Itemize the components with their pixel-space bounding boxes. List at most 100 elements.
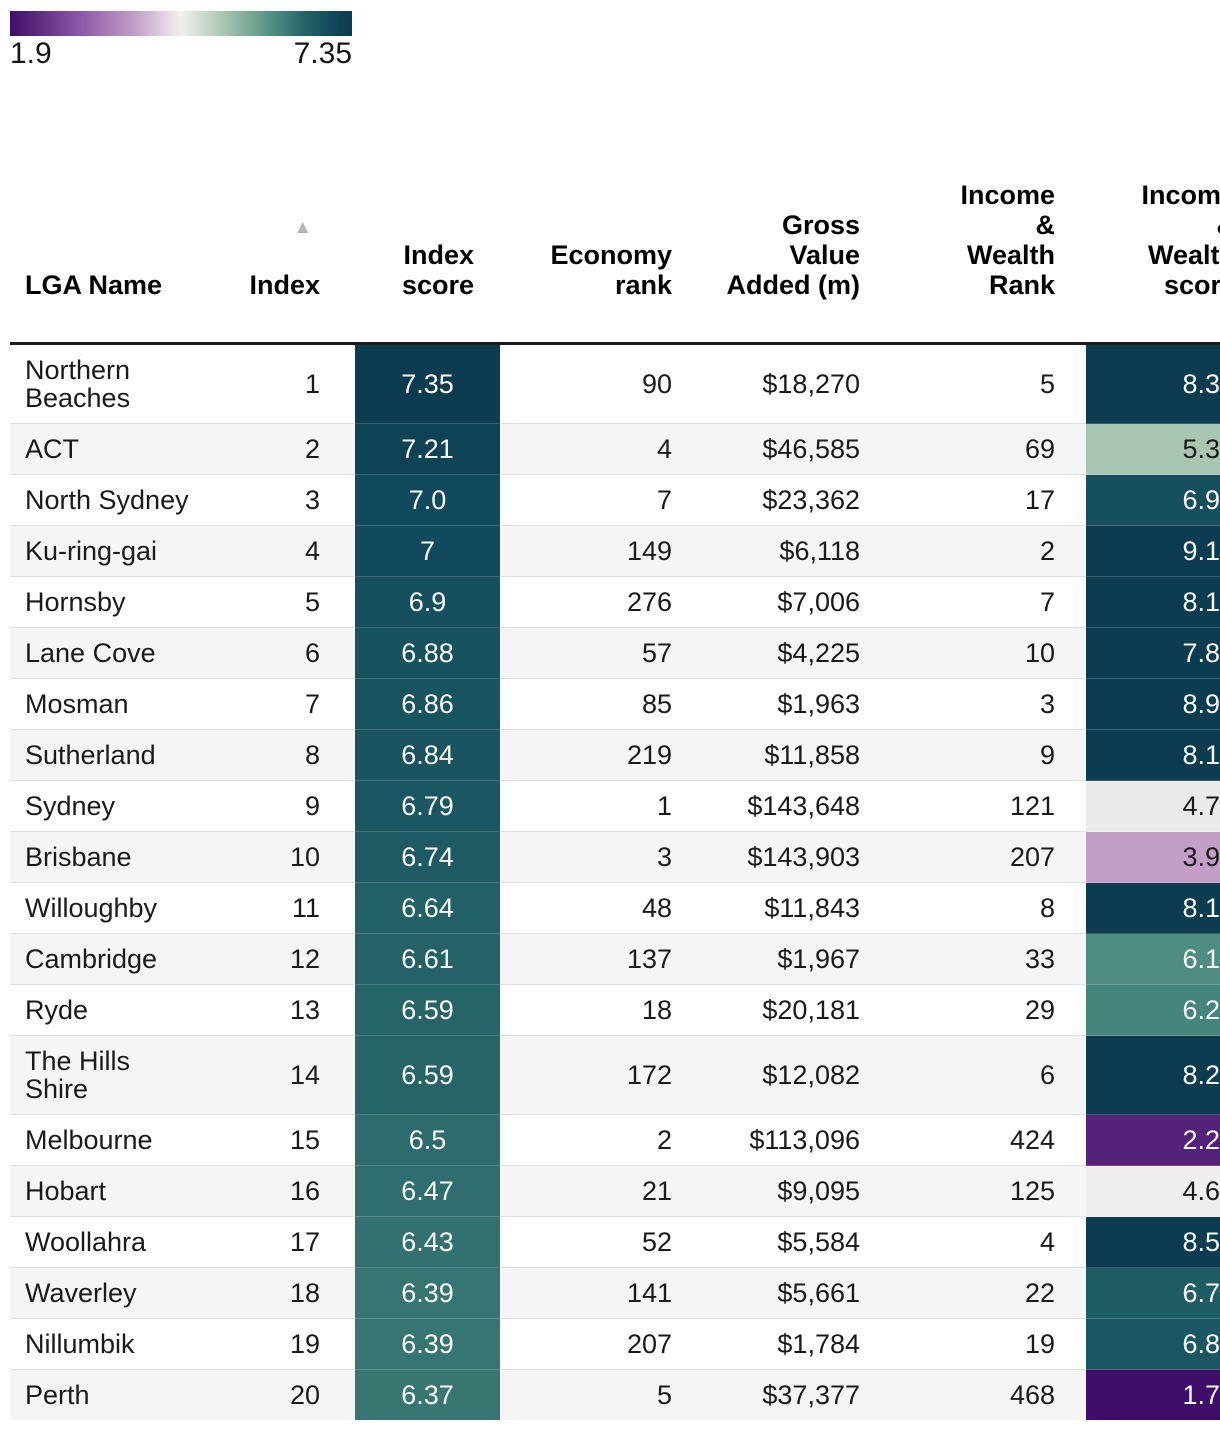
- income-wealth-score-cell: 6.2: [1086, 984, 1220, 1036]
- index-cell: 11: [230, 882, 355, 934]
- column-header-income-wealth-score[interactable]: Income & Wealth score: [1086, 144, 1220, 345]
- income-wealth-score-cell: 6.8: [1086, 1318, 1220, 1370]
- index-cell: 19: [230, 1318, 355, 1370]
- gva-cell: $46,585: [690, 423, 880, 475]
- index-score-cell: 6.37: [355, 1369, 500, 1420]
- gva-cell: $143,903: [690, 831, 880, 883]
- gva-cell: $37,377: [690, 1369, 880, 1420]
- index-cell: 20: [230, 1369, 355, 1420]
- lga-name-cell: Mosman: [10, 678, 230, 730]
- table-row: Ku-ring-gai 4 7 149 $6,118 2 9.1: [10, 525, 1220, 577]
- economy-rank-cell: 7: [500, 474, 690, 526]
- table-row: Hobart 16 6.47 21 $9,095 125 4.6: [10, 1165, 1220, 1217]
- gva-cell: $6,118: [690, 525, 880, 577]
- income-wealth-rank-cell: 17: [880, 474, 1086, 526]
- income-wealth-score-cell: 8.2: [1086, 1035, 1220, 1115]
- table-row: Brisbane 10 6.74 3 $143,903 207 3.9: [10, 831, 1220, 883]
- income-wealth-score-cell: 8.3: [1086, 343, 1220, 424]
- lga-name-cell: Lane Cove: [10, 627, 230, 679]
- table-row: Melbourne 15 6.5 2 $113,096 424 2.2: [10, 1114, 1220, 1166]
- index-score-cell: 6.84: [355, 729, 500, 781]
- economy-rank-cell: 18: [500, 984, 690, 1036]
- income-wealth-score-cell: 8.9: [1086, 678, 1220, 730]
- economy-rank-cell: 52: [500, 1216, 690, 1268]
- table-row: Sutherland 8 6.84 219 $11,858 9 8.1: [10, 729, 1220, 781]
- income-wealth-rank-cell: 10: [880, 627, 1086, 679]
- economy-rank-cell: 48: [500, 882, 690, 934]
- economy-rank-cell: 90: [641, 369, 672, 399]
- index-cell: 2: [230, 423, 355, 475]
- lga-name-cell: Sydney: [10, 780, 230, 832]
- table-row: The Hills Shire 14 6.59 172 $12,082 6 8.…: [10, 1035, 1220, 1115]
- income-wealth-rank-cell: 69: [880, 423, 1086, 475]
- income-wealth-rank-cell: 33: [880, 933, 1086, 985]
- index-cell: 15: [230, 1114, 355, 1166]
- lga-name-cell: Woollahra: [10, 1216, 230, 1268]
- income-wealth-rank-cell: 207: [880, 831, 1086, 883]
- column-header-gross-value-added[interactable]: Gross Value Added (m): [690, 144, 880, 345]
- income-wealth-rank-cell: 4: [880, 1216, 1086, 1268]
- gva-cell: $7,006: [690, 576, 880, 628]
- table-row: Northern Beaches 1 7.35 90 $18,270 5 8.3: [10, 343, 1220, 424]
- index-score-cell: 6.59: [355, 1035, 500, 1115]
- column-header-income-wealth-rank[interactable]: Income & Wealth Rank: [880, 144, 1086, 345]
- income-wealth-score-cell: 8.1: [1086, 576, 1220, 628]
- income-wealth-score-cell: 4.7: [1086, 780, 1220, 832]
- income-wealth-score-cell: 4.6: [1086, 1165, 1220, 1217]
- economy-rank-cell: 149: [500, 525, 690, 577]
- legend-max-label: 7.35: [293, 37, 352, 70]
- income-wealth-rank-cell: 29: [880, 984, 1086, 1036]
- gva-cell: $4,225: [690, 627, 880, 679]
- index-score-cell: 6.86: [355, 678, 500, 730]
- gva-cell: $11,858: [690, 729, 880, 781]
- index-score-cell: 6.43: [355, 1216, 500, 1268]
- gva-cell: $1,784: [690, 1318, 880, 1370]
- legend-min-label: 1.9: [10, 37, 52, 70]
- economy-rank-cell: 219: [500, 729, 690, 781]
- color-scale-gradient-bar: [10, 11, 352, 36]
- column-header-lga-name[interactable]: LGA Name: [10, 144, 230, 345]
- income-wealth-score-cell: 8.1: [1086, 729, 1220, 781]
- income-wealth-score-cell: 8.5: [1086, 1216, 1220, 1268]
- index-score-cell: 7.35: [355, 343, 500, 424]
- income-wealth-rank-cell: 3: [880, 678, 1086, 730]
- lga-name-cell: ACT: [10, 423, 230, 475]
- income-wealth-score-cell: 1.7: [1086, 1369, 1220, 1420]
- index-cell: 3: [230, 474, 355, 526]
- index-score-cell: 6.88: [355, 627, 500, 679]
- income-wealth-rank-cell: 2: [880, 525, 1086, 577]
- economy-rank-cell: 4: [500, 423, 690, 475]
- column-header-economy-rank[interactable]: Economy rank: [500, 144, 690, 345]
- index-score-cell: 7.0: [355, 474, 500, 526]
- income-wealth-score-cell: 6.1: [1086, 933, 1220, 985]
- column-header-index[interactable]: ▲ Index: [230, 144, 355, 345]
- table-row: Willoughby 11 6.64 48 $11,843 8 8.1: [10, 882, 1220, 934]
- lga-name-cell: Brisbane: [10, 831, 230, 883]
- lga-name-cell: Sutherland: [10, 729, 230, 781]
- income-wealth-rank-cell: 468: [880, 1369, 1086, 1420]
- index-cell: 6: [230, 627, 355, 679]
- table-row: Waverley 18 6.39 141 $5,661 22 6.7: [10, 1267, 1220, 1319]
- table-row: Nillumbik 19 6.39 207 $1,784 19 6.8: [10, 1318, 1220, 1370]
- lga-name-cell: The Hills Shire: [10, 1035, 230, 1115]
- income-wealth-score-cell: 6.7: [1086, 1267, 1220, 1319]
- table-row: ACT 2 7.21 4 $46,585 69 5.3: [10, 423, 1220, 475]
- lga-name-cell: Perth: [10, 1369, 230, 1420]
- gva-cell: $18,270: [762, 369, 860, 399]
- column-header-index-score[interactable]: Index score: [355, 144, 500, 345]
- income-wealth-score-cell: 8.1: [1086, 882, 1220, 934]
- income-wealth-rank-cell: 9: [880, 729, 1086, 781]
- color-scale-legend: 1.9 7.35: [10, 11, 352, 72]
- income-wealth-rank-cell: 7: [880, 576, 1086, 628]
- index-cell: 18: [230, 1267, 355, 1319]
- income-wealth-score-cell: 7.8: [1086, 627, 1220, 679]
- economy-rank-cell: 141: [500, 1267, 690, 1319]
- gva-cell: $5,661: [690, 1267, 880, 1319]
- income-wealth-score-cell: 6.9: [1086, 474, 1220, 526]
- index-score-cell: 6.47: [355, 1165, 500, 1217]
- index-score-cell: 6.39: [355, 1267, 500, 1319]
- table-row: Lane Cove 6 6.88 57 $4,225 10 7.8: [10, 627, 1220, 679]
- gva-cell: $143,648: [690, 780, 880, 832]
- income-wealth-rank-cell: 5: [1039, 369, 1055, 399]
- lga-name-cell: Nillumbik: [10, 1318, 230, 1370]
